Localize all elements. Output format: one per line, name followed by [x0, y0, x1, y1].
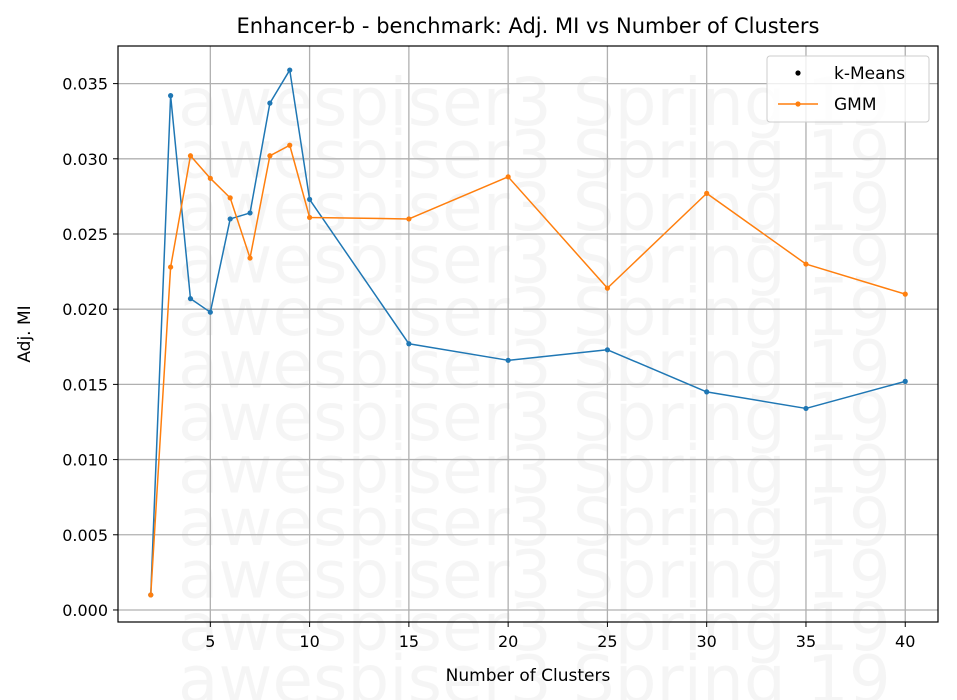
data-point-k-means [306, 196, 313, 202]
watermark-text: awespiser3 Spring 19 [178, 484, 891, 561]
data-point-k-means [604, 347, 611, 353]
data-point-k-means [803, 405, 809, 412]
y-tick-label: 0.030 [62, 150, 108, 169]
data-point-gmm [168, 264, 174, 270]
data-point-k-means [704, 389, 710, 395]
x-tick-label: 20 [498, 632, 518, 651]
data-point-gmm [148, 592, 154, 598]
watermark-text: awespiser3 Spring 19 [178, 169, 891, 246]
y-axis: 0.000 0.005 0.010 0.015 0.020 0.025 0.030 0.035 [62, 75, 118, 620]
data-point-gmm [227, 195, 233, 201]
data-point-gmm [287, 142, 293, 148]
x-tick-label: 25 [597, 632, 617, 651]
legend-marker-kmeans [795, 70, 801, 76]
y-tick-label: 0.005 [62, 526, 108, 545]
watermark-text: awespiser3 Spring 19 [178, 537, 891, 614]
data-point-gmm [306, 214, 313, 221]
data-point-gmm [207, 175, 213, 181]
x-tick-label: 35 [796, 632, 816, 651]
grid [118, 46, 938, 622]
data-point-k-means [227, 216, 233, 222]
y-tick-label: 0.025 [62, 225, 108, 244]
data-point-k-means [207, 309, 213, 315]
y-axis-label: Adj. MI [15, 305, 35, 362]
legend: k-Means GMM [766, 55, 930, 123]
data-point-gmm [247, 255, 253, 261]
x-tick-label: 40 [895, 632, 915, 651]
x-tick-label: 30 [697, 632, 717, 651]
data-point-k-means [168, 93, 174, 99]
data-point-gmm [704, 190, 710, 196]
y-tick-label: 0.010 [62, 451, 108, 470]
data-point-gmm [902, 291, 908, 297]
legend-marker-gmm [795, 101, 801, 107]
plot-frame [117, 45, 939, 623]
data-point-k-means [505, 357, 511, 363]
watermark-text: awespiser3 Spring 19 [178, 327, 891, 404]
data-point-gmm [803, 261, 809, 267]
x-tick-label: 5 [205, 632, 215, 651]
data-point-k-means [902, 378, 908, 384]
x-tick-label: 15 [399, 632, 419, 651]
watermark-text: awespiser3 Spring 19 [178, 117, 891, 194]
x-axis-label: Number of Clusters [446, 666, 611, 686]
y-tick-label: 0.035 [62, 75, 108, 94]
data-point-gmm [406, 216, 412, 222]
watermark-text: awespiser3 Spring 19 [178, 379, 891, 456]
watermark-text: awespiser3 Spring 19 [178, 274, 891, 351]
series-group [148, 67, 908, 598]
data-point-gmm [267, 153, 273, 159]
data-point-k-means [247, 210, 253, 216]
data-point-k-means [287, 67, 293, 73]
data-point-k-means [267, 100, 273, 106]
data-point-gmm [505, 174, 511, 180]
data-point-k-means [406, 341, 412, 347]
watermark-text: awespiser3 Spring 19 [178, 589, 891, 666]
data-point-gmm [187, 153, 194, 159]
y-tick-label: 0.020 [62, 300, 108, 319]
x-axis: 5 10 15 20 25 30 35 40 [205, 622, 915, 651]
watermark-text: awespiser3 Spring 19 [178, 642, 891, 700]
plot-area [118, 46, 938, 622]
y-tick-label: 0.000 [62, 601, 108, 620]
chart-title: Enhancer-b - benchmark: Adj. MI vs Numbe… [237, 14, 820, 38]
legend-label-kmeans: k-Means [834, 64, 905, 84]
y-tick-label: 0.015 [62, 375, 108, 394]
legend-label-gmm: GMM [834, 95, 877, 115]
legend-box [766, 55, 930, 123]
watermark-text: awespiser3 Spring 19 [178, 432, 891, 509]
x-tick-label: 10 [299, 632, 319, 651]
data-point-gmm [604, 285, 611, 291]
data-point-k-means [187, 296, 194, 302]
